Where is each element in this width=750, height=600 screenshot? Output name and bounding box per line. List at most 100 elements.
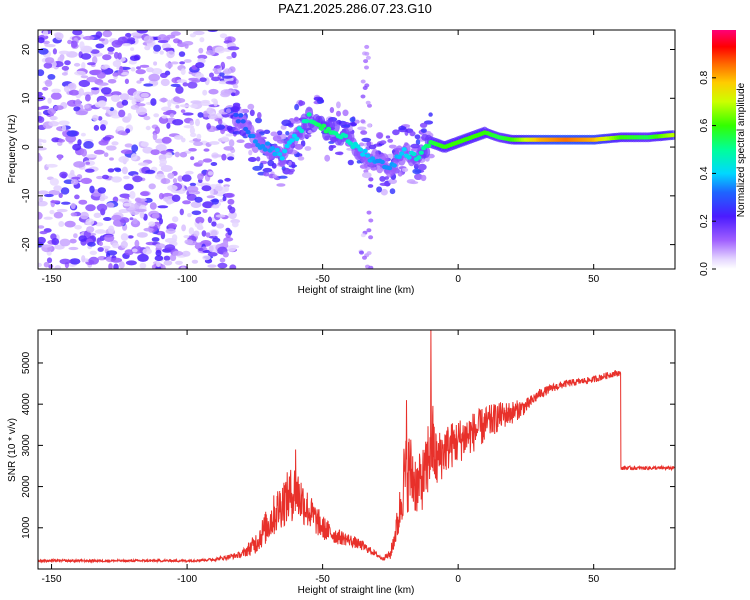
noise-blob xyxy=(197,112,204,118)
noise-blob xyxy=(83,104,90,109)
noise-blob xyxy=(270,131,278,137)
ridge-cell xyxy=(284,143,290,149)
x-tick-label: -150 xyxy=(42,574,62,585)
noise-blob xyxy=(129,55,140,61)
noise-blob xyxy=(130,32,143,37)
noise-blob xyxy=(166,34,176,39)
y-tick-label: 3000 xyxy=(21,434,32,457)
noise-blob xyxy=(190,201,202,209)
ridge-cell xyxy=(357,147,363,152)
noise-blob xyxy=(209,141,220,145)
ridge-cell xyxy=(279,156,285,161)
noise-blob xyxy=(202,158,213,163)
noise-blob xyxy=(193,230,200,237)
x-tick-label: 50 xyxy=(588,574,600,585)
noise-blob xyxy=(148,221,156,227)
noise-blob xyxy=(80,132,86,137)
noise-blob xyxy=(334,151,344,155)
noise-blob xyxy=(88,256,99,265)
ridge-cell xyxy=(306,112,312,117)
noise-blob xyxy=(172,119,184,126)
noise-blob xyxy=(129,190,136,199)
noise-blob xyxy=(164,244,176,251)
noise-blob xyxy=(157,205,169,209)
noise-blob xyxy=(74,194,80,200)
noise-blob xyxy=(46,257,53,264)
noise-blob xyxy=(175,260,183,265)
noise-blob xyxy=(47,108,57,115)
noise-blob xyxy=(111,214,122,221)
noise-blob xyxy=(161,115,168,119)
spectrogram-frame xyxy=(37,29,676,270)
noise-blob xyxy=(201,185,212,192)
noise-blob xyxy=(207,252,218,257)
noise-blob xyxy=(119,217,130,224)
ridge-cell xyxy=(406,155,412,160)
colorbar: 0.0 0.2 0.4 0.6 0.8 Normalized spectral ampl… xyxy=(699,30,747,276)
noise-blob xyxy=(83,141,94,149)
noise-blob xyxy=(366,140,372,147)
noise-blob xyxy=(249,109,255,117)
noise-blob xyxy=(112,196,119,203)
noise-blob xyxy=(143,83,154,87)
noise-blob xyxy=(43,216,53,220)
noise-blob xyxy=(74,70,86,76)
noise-blob xyxy=(127,37,136,42)
noise-blob xyxy=(190,100,202,104)
noise-blob xyxy=(135,69,146,75)
noise-blob xyxy=(224,192,235,198)
noise-blob xyxy=(130,153,138,161)
noise-blob xyxy=(100,124,106,131)
noise-blob xyxy=(143,227,154,232)
noise-blob xyxy=(182,112,194,116)
noise-blob xyxy=(75,99,81,107)
spectrogram-x-axis: -150 -100 -50 0 50 xyxy=(42,30,600,285)
spectrogram-x-axis-label: Height of straight line (km) xyxy=(298,285,415,296)
noise-blob xyxy=(342,109,349,117)
noise-blob xyxy=(107,79,117,84)
noise-blob xyxy=(181,174,192,182)
noise-blob xyxy=(177,175,184,182)
noise-blob xyxy=(69,258,81,265)
ridge-cell xyxy=(274,147,280,153)
noise-blob xyxy=(228,139,235,147)
noise-blob xyxy=(229,264,237,269)
noise-blob xyxy=(227,245,237,252)
noise-blob xyxy=(409,131,416,137)
noise-blob xyxy=(155,243,166,249)
noise-blob xyxy=(409,181,419,185)
ridge-cell xyxy=(399,151,405,156)
noise-blob xyxy=(61,72,68,76)
noise-blob xyxy=(175,104,180,109)
noise-blob xyxy=(183,235,190,239)
noise-blob xyxy=(349,117,356,123)
noise-blob xyxy=(330,145,337,149)
noise-blob xyxy=(95,43,105,49)
noise-blob xyxy=(262,167,273,173)
noise-blob xyxy=(70,212,78,217)
noise-blob xyxy=(135,103,146,107)
noise-blob xyxy=(227,198,235,205)
noise-blob xyxy=(80,75,89,79)
noise-blob xyxy=(131,248,138,253)
noise-blob xyxy=(114,168,122,173)
noise-blob xyxy=(152,132,158,141)
noise-blob xyxy=(298,100,306,106)
noise-blob xyxy=(180,68,186,75)
noise-blob xyxy=(227,205,233,210)
noise-blob xyxy=(139,262,147,269)
noise-blob xyxy=(205,50,216,56)
noise-blob xyxy=(170,31,181,36)
ridge-cell xyxy=(391,163,397,168)
noise-blob xyxy=(74,225,82,230)
y-tick-label: -10 xyxy=(21,188,32,203)
noise-blob xyxy=(38,106,45,110)
noise-blob xyxy=(142,248,152,255)
ridge-cell xyxy=(250,133,256,139)
noise-blob xyxy=(81,255,86,263)
noise-blob xyxy=(214,65,221,69)
noise-blob xyxy=(388,178,398,184)
noise-blob xyxy=(217,262,228,269)
noise-blob xyxy=(412,168,422,175)
noise-blob xyxy=(90,49,100,54)
